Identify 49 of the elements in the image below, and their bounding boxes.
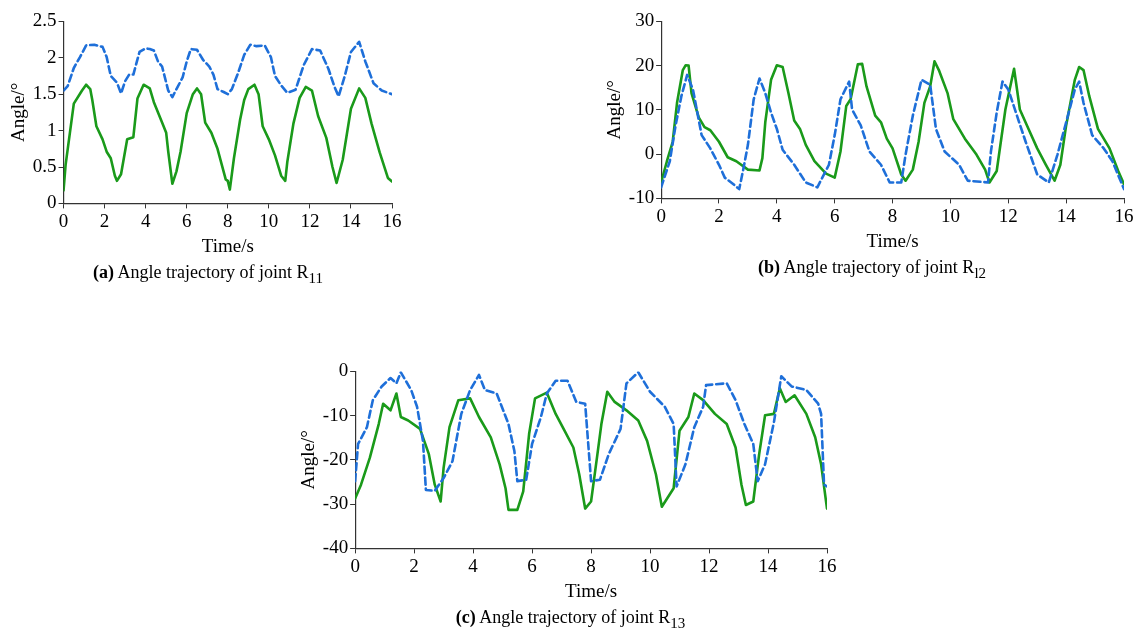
x-tick-label: 14: [1056, 204, 1077, 226]
text: (b) Angle trajectory of joint R$_{l2}$: [757, 257, 987, 281]
x-tick-label: 12: [699, 554, 719, 576]
y-tick-label: -10: [628, 186, 655, 208]
x-tick-label: 16: [1114, 204, 1134, 226]
y-tick-label: 2.5: [32, 9, 57, 31]
y-axis-title: Angle/°: [297, 430, 319, 490]
y-tick-label: 2: [47, 45, 57, 67]
x-tick-label: 16: [817, 554, 837, 576]
text: (a) Angle trajectory of joint R$_{11}$: [93, 262, 323, 286]
x-tick-label: 10: [259, 209, 279, 231]
y-axis-title: Angle/°: [603, 80, 625, 140]
x-tick-label: 12: [998, 204, 1018, 226]
x-tick-label: 6: [527, 554, 537, 576]
x-tick-label: 14: [758, 554, 779, 576]
y-tick-label: -20: [322, 447, 349, 469]
x-tick-label: 2: [99, 209, 110, 231]
text: (c) Angle trajectory of joint R$_{13}$: [455, 607, 686, 631]
x-axis-title: Time/s: [201, 234, 254, 256]
y-tick-label: 30: [635, 9, 655, 31]
y-tick-label: 0: [338, 359, 349, 381]
x-tick-label: 2: [409, 554, 419, 576]
x-tick-label: 12: [300, 209, 320, 231]
x-tick-label: 6: [181, 209, 192, 231]
y-tick-label: -40: [322, 536, 349, 558]
x-axis-title: Time/s: [565, 579, 618, 601]
x-tick-label: 16: [382, 209, 402, 231]
y-tick-label: 0: [644, 142, 655, 164]
y-tick-label: 0.5: [32, 154, 57, 176]
y-tick-label: 10: [635, 97, 655, 119]
y-tick-label: -10: [322, 403, 349, 425]
x-tick-label: 8: [887, 204, 898, 226]
x-tick-label: 14: [341, 209, 361, 231]
line-series: [63, 40, 392, 99]
y-tick-label: 1: [47, 118, 57, 140]
x-tick-label: 2: [714, 204, 724, 226]
x-axis-title: Time/s: [866, 229, 919, 251]
y-tick-label: -30: [322, 492, 349, 514]
x-tick-label: 4: [468, 554, 479, 576]
x-tick-label: 8: [586, 554, 596, 576]
x-tick-label: 6: [829, 204, 840, 226]
y-axis-title: Angle/°: [7, 82, 29, 143]
y-tick-label: 20: [635, 53, 655, 75]
x-tick-label: 4: [140, 209, 151, 231]
x-tick-label: 4: [772, 204, 783, 226]
y-tick-label: 1.5: [32, 82, 57, 104]
line-series: [355, 371, 827, 493]
x-tick-label: 8: [223, 209, 233, 231]
x-tick-label: 10: [940, 204, 960, 226]
